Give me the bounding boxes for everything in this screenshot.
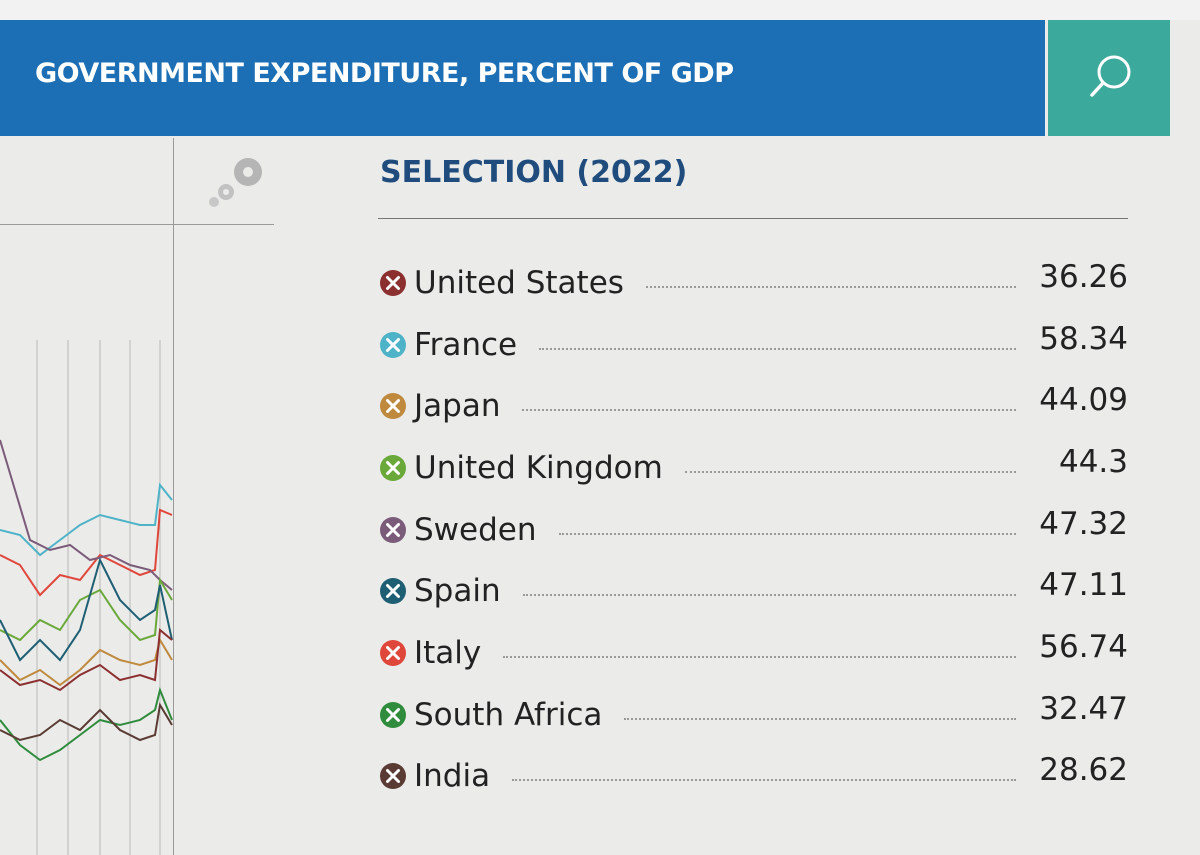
icon-cross xyxy=(386,584,400,599)
selection-row: India 28.62 xyxy=(378,746,1128,808)
country-value: 36.26 xyxy=(1039,258,1128,295)
leader xyxy=(512,779,1016,782)
leader xyxy=(539,347,1016,350)
country-value: 32.47 xyxy=(1039,690,1128,727)
selection-row: Japan 44.09 xyxy=(378,375,1128,437)
icon-cross xyxy=(386,275,400,290)
country-value: 47.32 xyxy=(1039,505,1128,542)
remove-icon[interactable] xyxy=(378,453,408,483)
icon-cross xyxy=(386,399,400,414)
search-icon xyxy=(1090,55,1131,97)
remove-icon[interactable] xyxy=(378,515,408,545)
selection-row: South Africa 32.47 xyxy=(378,684,1128,746)
leader xyxy=(503,655,1016,658)
divider xyxy=(378,218,1128,219)
settings-icon[interactable] xyxy=(200,148,280,212)
leader xyxy=(624,717,1016,720)
country-name: Sweden xyxy=(414,511,537,548)
remove-icon[interactable] xyxy=(378,330,408,360)
divider xyxy=(173,138,174,855)
selection-title: SELECTION (2022) xyxy=(380,155,688,190)
country-value: 44.09 xyxy=(1039,382,1128,419)
country-name: United States xyxy=(414,264,624,301)
leader xyxy=(645,285,1016,288)
remove-icon[interactable] xyxy=(378,576,408,606)
country-value: 58.34 xyxy=(1039,320,1128,357)
icon-cross xyxy=(386,769,400,784)
country-name: Japan xyxy=(414,388,501,425)
country-name: Italy xyxy=(414,634,482,671)
country-value: 56.74 xyxy=(1039,628,1128,665)
leader xyxy=(558,532,1016,535)
icon-cross xyxy=(386,337,400,352)
country-name: Spain xyxy=(414,573,501,610)
leader xyxy=(522,594,1016,597)
country-name: South Africa xyxy=(414,696,603,733)
remove-icon[interactable] xyxy=(378,700,408,730)
selection-row: Sweden 47.32 xyxy=(378,499,1128,561)
header-title: GOVERNMENT EXPENDITURE, PERCENT OF GDP xyxy=(35,58,734,89)
icon-cross xyxy=(386,522,400,537)
country-name: United Kingdom xyxy=(414,449,663,486)
country-value: 44.3 xyxy=(1058,443,1128,480)
country-name: France xyxy=(414,326,518,363)
selection-row: United States 36.26 xyxy=(378,252,1128,314)
remove-icon[interactable] xyxy=(378,268,408,298)
selection-row: United Kingdom 44.3 xyxy=(378,437,1128,499)
selection-row: Spain 47.11 xyxy=(378,560,1128,622)
header-bar: GOVERNMENT EXPENDITURE, PERCENT OF GDP xyxy=(0,20,1045,136)
divider xyxy=(0,224,274,225)
top-band xyxy=(0,0,1200,20)
remove-icon[interactable] xyxy=(378,761,408,791)
leader xyxy=(522,409,1016,412)
selection-row: Italy 56.74 xyxy=(378,622,1128,684)
remove-icon[interactable] xyxy=(378,391,408,421)
country-value: 28.62 xyxy=(1039,752,1128,789)
search-button[interactable] xyxy=(1048,20,1170,136)
icon-cross xyxy=(386,707,400,722)
leader xyxy=(684,470,1016,473)
icon-cross xyxy=(386,645,400,660)
remove-icon[interactable] xyxy=(378,638,408,668)
mini-chart xyxy=(0,340,173,855)
icon-cross xyxy=(386,460,400,475)
selection-list: United States 36.26 France 58.34 Japan 44.09 U… xyxy=(378,252,1128,807)
country-name: India xyxy=(414,758,491,795)
selection-row: France 58.34 xyxy=(378,314,1128,376)
country-value: 47.11 xyxy=(1039,567,1128,604)
